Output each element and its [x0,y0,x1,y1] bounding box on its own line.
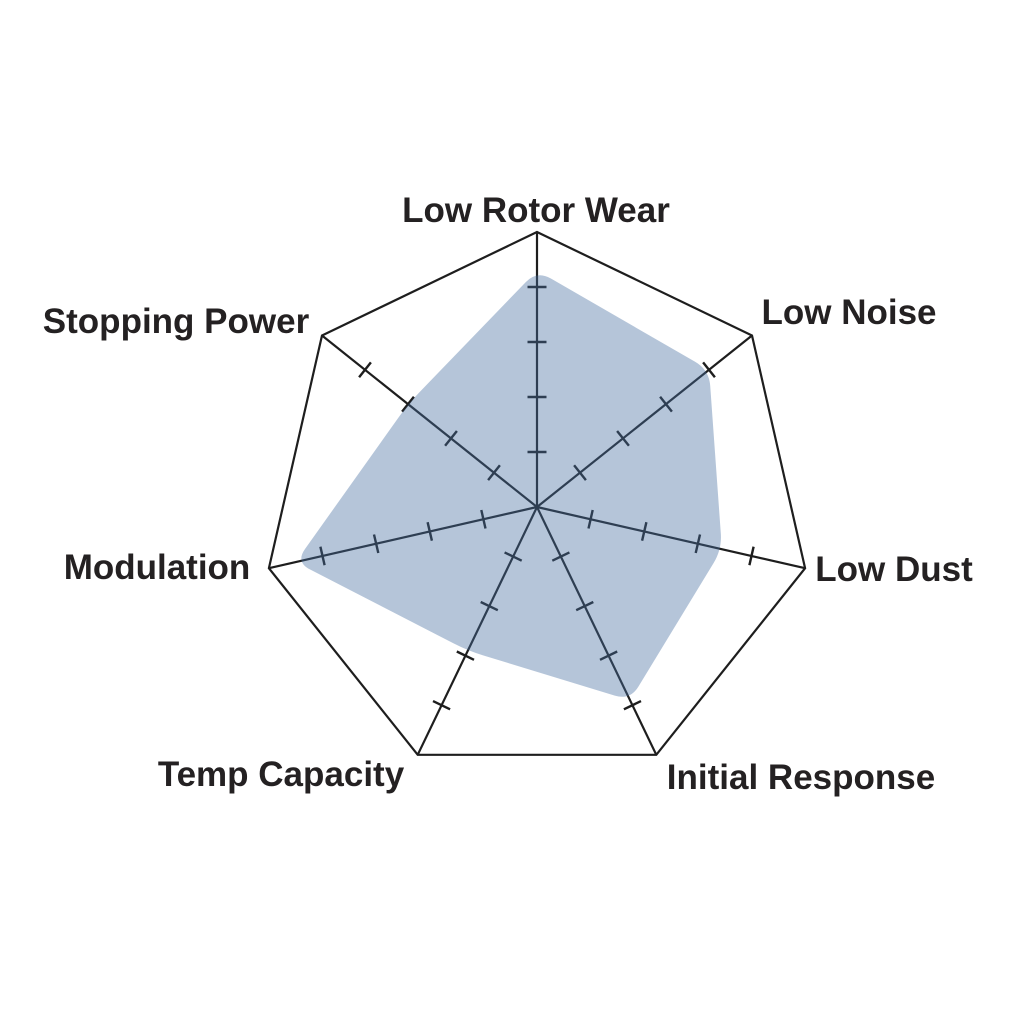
radar-spoke [536,334,753,508]
radar-axis-tick [640,521,648,541]
radar-axis-tick [623,700,642,711]
radar-axis-tick [401,395,415,413]
radar-axis-tick [487,464,501,481]
radar-spoke [536,505,806,570]
axis-label-low-noise: Low Noise [761,293,937,332]
radar-axis-tick [694,534,702,554]
axis-label-temp-capacity: Temp Capacity [157,755,405,794]
radar-axis-tick [702,361,716,379]
radar-axis-tick [372,534,380,554]
radar-axis-tick [616,430,630,447]
axis-label-stopping-power: Stopping Power [42,302,310,341]
radar-axis-tick [573,464,587,481]
radar-axis-tick [319,546,326,566]
radar-axis-tick [432,700,451,711]
radar-spoke [536,506,658,756]
radar-axis-tick [748,546,755,566]
axis-label-low-dust: Low Dust [815,550,973,589]
axis-label-initial-response: Initial Response [666,758,936,797]
radar-axis-tick [504,551,523,562]
radar-outline [267,230,807,756]
radar-axis-tick [599,650,618,661]
radar-axis-tick [444,430,458,447]
radar-axis-tick [480,600,499,612]
radar-axis-tick [426,521,434,541]
radar-axis-tick [456,650,475,661]
axis-label-low-rotor-wear: Low Rotor Wear [402,191,670,230]
radar-axis-tick [587,509,594,529]
radar-axis-tick [480,509,487,529]
radar-spoke [268,505,538,570]
radar-axis-tick [575,600,594,612]
radar-axis-tick [358,361,372,379]
radar-data-area [301,275,721,697]
radar-axis-tick [659,395,673,413]
radar-spoke [416,506,538,756]
radar-spoke [321,334,538,508]
radar-axis-tick [551,551,570,562]
axis-label-modulation: Modulation [63,548,251,587]
